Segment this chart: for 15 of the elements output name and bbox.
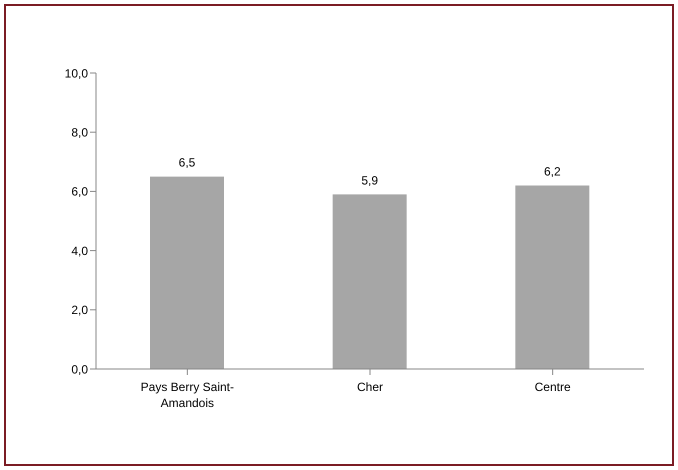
data-label: 6,2 [544,164,561,178]
y-tick-label: 4,0 [71,244,88,258]
y-tick-label: 2,0 [71,303,88,318]
x-tick-label: Pays Berry Saint-Amandois [140,380,234,410]
data-label: 6,5 [178,156,196,170]
bar [150,176,224,369]
y-tick-label: 8,0 [71,125,88,140]
data-label: 5,9 [361,173,378,188]
y-tick-label: 0,0 [71,362,88,376]
y-tick-label: 10,0 [64,66,88,80]
x-tick-label: Centre [534,380,571,394]
bar [332,194,407,369]
x-tick-label: Cher [356,380,384,394]
bar [515,185,590,369]
y-tick-label: 6,0 [71,184,88,199]
